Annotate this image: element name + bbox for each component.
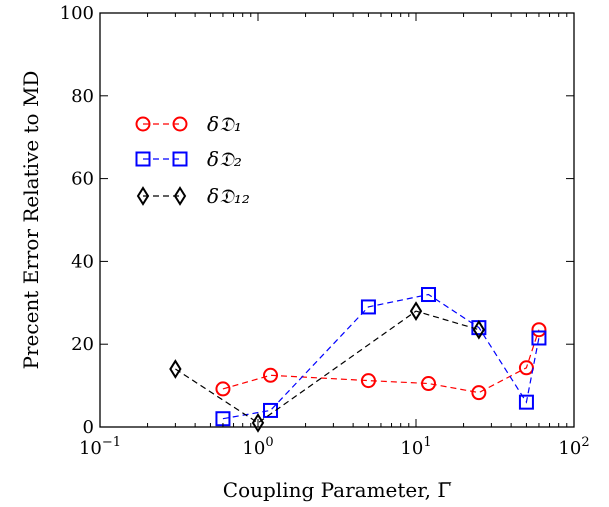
legend-entry-1: δ𝔇₁ xyxy=(135,112,242,136)
legend-marker xyxy=(135,116,151,132)
series-2-line xyxy=(222,293,540,420)
legend: δ𝔇₁ δ𝔇₂ δ𝔇₁₂ xyxy=(135,112,250,208)
x-tick-label: 100 xyxy=(242,435,273,459)
series-1-point xyxy=(215,381,231,397)
tick-labels: 10−1 100 101 102 0 20 40 60 80 100 xyxy=(60,3,590,459)
legend-marker xyxy=(136,186,150,206)
legend-marker xyxy=(135,151,151,167)
legend-entry-3: δ𝔇₁₂ xyxy=(136,184,250,208)
series-1-point xyxy=(471,385,487,401)
series-1-line xyxy=(222,329,540,394)
series-2-point xyxy=(518,394,534,410)
series-2 xyxy=(215,287,547,427)
y-tick-label: 0 xyxy=(83,417,94,438)
series-3-line xyxy=(175,310,480,424)
y-tick-label: 20 xyxy=(71,334,94,355)
legend-marker xyxy=(172,151,188,167)
plot-frame xyxy=(99,12,575,428)
series-2-point xyxy=(421,287,437,303)
chart-marks xyxy=(169,287,547,433)
series-2-point xyxy=(360,299,376,315)
x-tick-label: 102 xyxy=(558,435,589,459)
y-tick-label: 100 xyxy=(60,3,94,24)
y-tick-label: 40 xyxy=(71,251,94,272)
y-axis-label: Precent Error Relative to MD xyxy=(19,71,43,370)
series-1-point xyxy=(360,373,376,389)
y-tick-label: 80 xyxy=(71,86,94,107)
series-3-point xyxy=(169,359,182,379)
x-tick-label: 101 xyxy=(400,435,431,459)
legend-label: δ𝔇₁₂ xyxy=(207,184,250,208)
series-1-point xyxy=(531,322,547,338)
y-tick-label: 60 xyxy=(71,169,94,190)
series-3-point xyxy=(409,301,423,321)
series-3-point xyxy=(251,412,265,433)
series-2-point xyxy=(531,330,547,346)
series-3 xyxy=(169,301,486,433)
series-3-point xyxy=(472,319,486,340)
legend-marker xyxy=(173,186,187,206)
series-1-point xyxy=(263,367,279,383)
series-1-point xyxy=(421,376,437,392)
legend-label: δ𝔇₁ xyxy=(207,112,242,136)
tick-marks xyxy=(99,12,575,428)
series-2-point xyxy=(263,402,279,418)
x-axis-label: Coupling Parameter, Γ̅ xyxy=(223,478,452,502)
series-1 xyxy=(215,322,547,401)
x-tick-label: 10−1 xyxy=(79,435,121,459)
legend-marker xyxy=(172,116,188,132)
legend-entry-2: δ𝔇₂ xyxy=(135,147,242,171)
legend-label: δ𝔇₂ xyxy=(207,147,242,171)
